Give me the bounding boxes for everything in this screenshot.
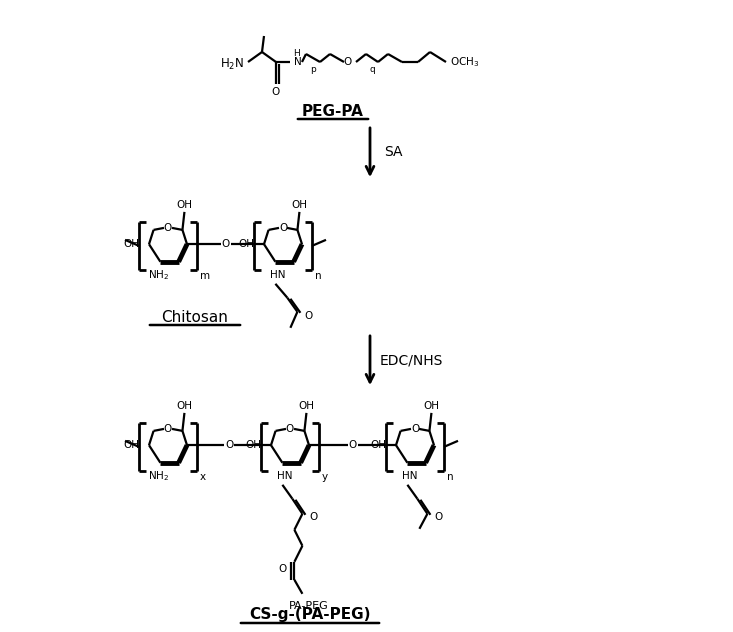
Text: O: O <box>435 512 443 522</box>
Text: Chitosan: Chitosan <box>161 310 229 325</box>
Text: EDC/NHS: EDC/NHS <box>380 353 443 367</box>
Text: q: q <box>369 64 375 73</box>
Text: O: O <box>309 512 317 522</box>
Text: O: O <box>225 441 233 450</box>
Text: HN: HN <box>402 471 417 481</box>
Text: O: O <box>279 223 287 233</box>
Text: $\mathregular{OCH_3}$: $\mathregular{OCH_3}$ <box>450 55 479 69</box>
Text: N: N <box>294 57 302 67</box>
Text: OH: OH <box>370 441 386 450</box>
Text: p: p <box>310 64 316 73</box>
Text: $\mathregular{H_2N}$: $\mathregular{H_2N}$ <box>220 56 244 71</box>
Text: OH: OH <box>245 441 261 450</box>
Text: OH: OH <box>238 239 254 249</box>
Text: OH: OH <box>298 401 314 411</box>
Text: m: m <box>200 270 210 281</box>
Text: O: O <box>272 87 280 97</box>
Text: PEG-PA: PEG-PA <box>302 104 364 119</box>
Text: n: n <box>315 270 322 281</box>
Text: O: O <box>221 239 229 249</box>
Text: H: H <box>292 49 299 59</box>
Text: PA-PEG: PA-PEG <box>289 601 328 611</box>
Text: OH: OH <box>177 200 193 210</box>
Text: $\mathregular{NH_2}$: $\mathregular{NH_2}$ <box>147 268 169 282</box>
Text: $\mathregular{NH_2}$: $\mathregular{NH_2}$ <box>147 469 169 483</box>
Text: x: x <box>200 472 206 482</box>
Text: O: O <box>348 441 357 450</box>
Text: y: y <box>322 472 328 482</box>
Text: OH: OH <box>424 401 440 411</box>
Text: OH: OH <box>123 239 139 249</box>
Text: OH: OH <box>292 200 307 210</box>
Text: HN: HN <box>270 270 285 280</box>
Text: O: O <box>164 424 172 434</box>
Text: O: O <box>278 564 287 574</box>
Text: O: O <box>411 424 419 434</box>
Text: n: n <box>447 472 454 482</box>
Text: O: O <box>286 424 294 434</box>
Text: O: O <box>304 311 313 321</box>
Text: HN: HN <box>276 471 292 481</box>
Text: O: O <box>164 223 172 233</box>
Text: SA: SA <box>384 145 402 159</box>
Text: CS-g-(PA-PEG): CS-g-(PA-PEG) <box>249 607 371 623</box>
Text: OH: OH <box>123 441 139 450</box>
Text: O: O <box>344 57 352 67</box>
Text: OH: OH <box>177 401 193 411</box>
